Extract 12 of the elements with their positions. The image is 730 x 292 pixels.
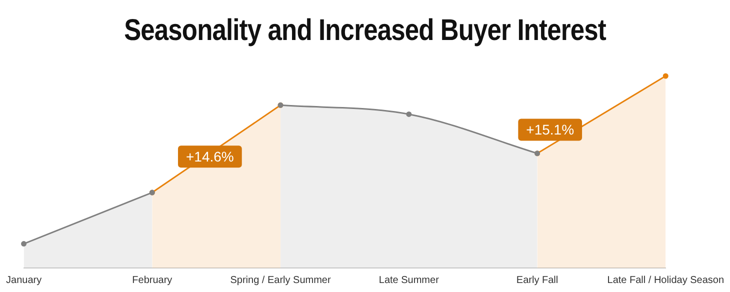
chart-title: Seasonality and Increased Buyer Interest bbox=[123, 13, 607, 49]
x-tick-label: February bbox=[132, 274, 172, 286]
point bbox=[21, 241, 27, 247]
x-tick-label: Late Fall / Holiday Season bbox=[607, 274, 724, 286]
x-tick-label: Early Fall bbox=[516, 274, 558, 286]
annotation: +14.6% bbox=[186, 148, 234, 164]
x-tick-label: Late Summer bbox=[378, 274, 440, 286]
x-tick-label: Spring / Early Summer bbox=[230, 274, 332, 286]
point bbox=[662, 73, 668, 79]
x-tick-label: January bbox=[6, 274, 42, 286]
annotation: +15.1% bbox=[526, 122, 574, 138]
point bbox=[406, 111, 412, 117]
